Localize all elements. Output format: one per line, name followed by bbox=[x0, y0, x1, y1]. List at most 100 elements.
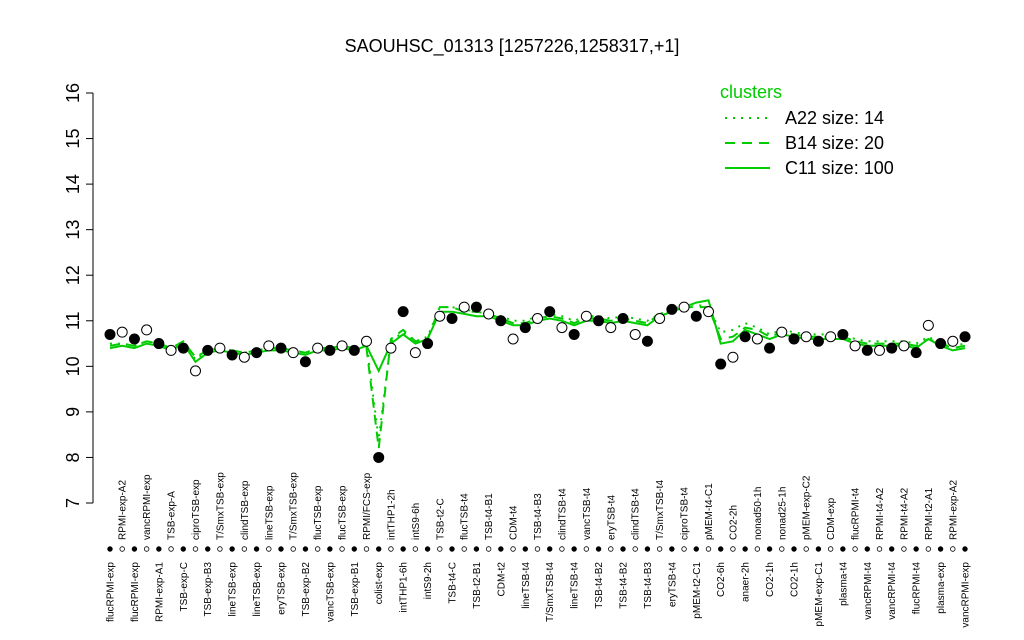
x-tick-label: TSB-t4-B3 bbox=[533, 493, 544, 540]
x-tick-label: colist-exp bbox=[374, 562, 385, 605]
strip-marker bbox=[278, 546, 284, 552]
strip-marker bbox=[644, 546, 651, 552]
data-point bbox=[764, 342, 776, 354]
strip-marker bbox=[718, 546, 724, 552]
data-point bbox=[287, 347, 299, 359]
strip-marker bbox=[131, 546, 138, 552]
data-point bbox=[104, 328, 116, 340]
data-point bbox=[275, 342, 287, 354]
data-point bbox=[397, 306, 409, 318]
x-tick-label: lineTSB-exp bbox=[228, 562, 239, 617]
x-tick-label: flucRPMI-exp bbox=[106, 562, 117, 622]
strip-marker bbox=[840, 546, 846, 552]
strip-marker bbox=[107, 546, 113, 552]
strip-marker bbox=[302, 546, 309, 552]
x-tick-label: nonad25-1h bbox=[777, 487, 788, 540]
data-point bbox=[141, 324, 153, 336]
x-tick-label: CDM-exp bbox=[826, 497, 837, 540]
x-tick-label: RPMI-exp-A1 bbox=[154, 562, 165, 622]
strip-marker bbox=[205, 546, 211, 552]
data-point bbox=[470, 301, 482, 313]
x-tick-label: T/SmxTSB-exp bbox=[289, 472, 300, 540]
x-tick-label: T/SmxTSB-exp bbox=[215, 472, 226, 540]
strip-marker bbox=[156, 546, 162, 552]
data-point bbox=[617, 313, 629, 324]
strip-marker bbox=[827, 546, 834, 552]
data-point bbox=[361, 335, 372, 347]
x-tick-label: eryTSB-t4 bbox=[606, 495, 617, 540]
strip-marker bbox=[681, 546, 687, 552]
strip-marker bbox=[376, 546, 382, 552]
data-point bbox=[422, 338, 434, 350]
data-point bbox=[214, 342, 226, 354]
strip-marker bbox=[925, 546, 932, 552]
y-tick-label: 14 bbox=[63, 174, 83, 194]
x-tick-label: T/SmxTSB-t4 bbox=[545, 562, 556, 622]
strip-marker bbox=[351, 546, 357, 552]
data-point bbox=[959, 331, 971, 343]
data-point bbox=[947, 335, 959, 347]
data-point bbox=[458, 301, 470, 313]
strip-marker bbox=[522, 546, 528, 552]
data-point bbox=[373, 451, 385, 463]
y-tick-label: 13 bbox=[63, 220, 83, 240]
data-point bbox=[532, 313, 543, 324]
x-tick-label: TSB-exp-B2 bbox=[301, 562, 312, 617]
strip-marker bbox=[168, 546, 174, 552]
data-point bbox=[922, 319, 934, 331]
strip-marker bbox=[571, 546, 577, 552]
x-tick-label: CO2-1h bbox=[765, 562, 776, 597]
x-tick-label: lineTSB-t4 bbox=[570, 562, 581, 609]
x-tick-label: TSB-exp-B3 bbox=[203, 562, 214, 617]
data-point bbox=[165, 344, 177, 356]
data-point bbox=[251, 347, 263, 359]
x-tick-label: clindTSB-exp bbox=[240, 480, 251, 540]
strip-marker bbox=[437, 546, 443, 552]
strip-marker bbox=[327, 546, 333, 552]
data-point bbox=[800, 331, 812, 343]
x-tick-label: RPMI-t4-A2 bbox=[899, 487, 910, 540]
strip-marker bbox=[852, 546, 858, 552]
x-tick-label: intTHP1-6h bbox=[399, 562, 410, 613]
data-point bbox=[751, 333, 763, 345]
y-tick-label: 16 bbox=[63, 83, 83, 103]
data-point bbox=[874, 344, 885, 356]
strip-marker bbox=[547, 546, 553, 552]
data-point bbox=[580, 310, 592, 322]
strip-marker bbox=[253, 546, 260, 552]
strip-marker bbox=[388, 546, 394, 552]
strip-marker bbox=[766, 546, 773, 552]
data-point bbox=[812, 335, 824, 347]
chart-title: SAOUHSC_01313 [1257226,1258317,+1] bbox=[345, 36, 680, 57]
data-point bbox=[654, 313, 666, 324]
strip-marker bbox=[290, 546, 296, 552]
strip-marker bbox=[461, 546, 467, 552]
x-tick-label: TSB-t4-B2 bbox=[594, 562, 605, 609]
x-tick-label: flucRPMI-t4 bbox=[851, 487, 862, 540]
data-point bbox=[593, 315, 605, 327]
x-tick-label: intS9-6h bbox=[411, 503, 422, 540]
x-tick-label: vancTSB-exp bbox=[325, 562, 336, 622]
x-tick-label: lineTSB-t4 bbox=[521, 562, 532, 609]
x-tick-label: vancTSB-t4 bbox=[582, 487, 593, 540]
strip-marker bbox=[559, 546, 565, 552]
data-point bbox=[238, 351, 250, 363]
strip-marker bbox=[449, 546, 455, 552]
strip-marker bbox=[632, 546, 638, 552]
strip-marker bbox=[913, 546, 919, 552]
x-tick-label: eryTSB-t4 bbox=[667, 562, 678, 607]
x-tick-label: TSB-exp-C bbox=[179, 562, 190, 611]
x-tick-label: TSB-t4-C bbox=[448, 562, 459, 604]
data-point bbox=[910, 347, 922, 359]
data-point bbox=[776, 326, 788, 338]
x-tick-label: vancRPMI-t4 bbox=[887, 562, 898, 620]
y-tick-label: 10 bbox=[63, 356, 83, 376]
data-point bbox=[519, 322, 531, 334]
x-tick-label: ciproTSB-t4 bbox=[680, 487, 691, 540]
x-tick-label: TSB-t2-B1 bbox=[472, 562, 483, 609]
strip-marker bbox=[424, 546, 431, 552]
strip-marker bbox=[608, 546, 614, 552]
cluster-line bbox=[109, 306, 966, 449]
legend-label: B14 size: 20 bbox=[785, 133, 884, 153]
